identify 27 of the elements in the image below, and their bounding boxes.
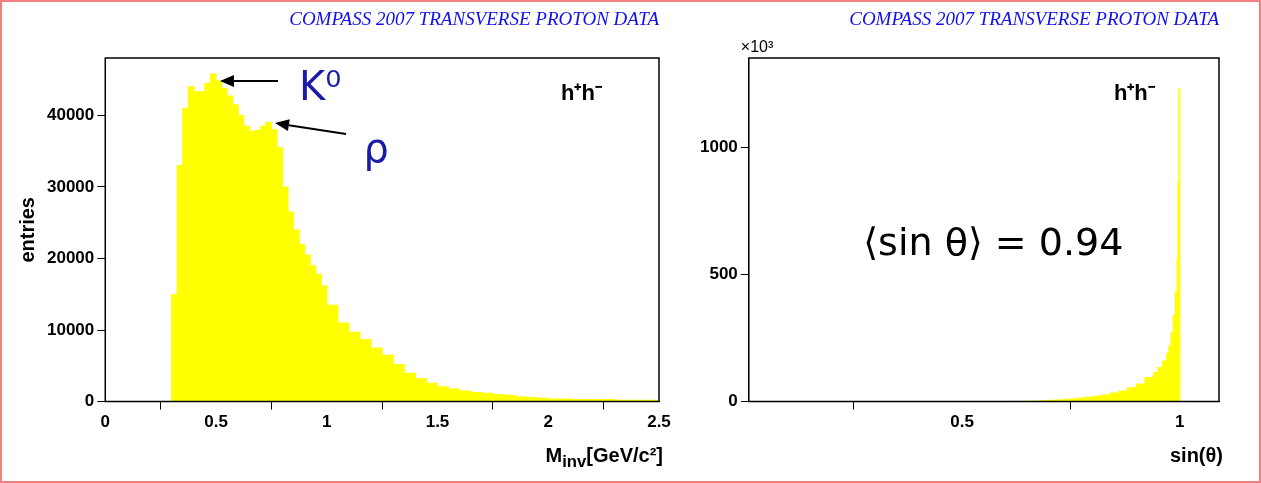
y-tick-label: 0 (84, 391, 95, 411)
x-tick-label: 1.5 (425, 412, 450, 432)
x-tick-label: 0 (100, 412, 111, 432)
annotation: h⁺h⁻ (1113, 80, 1156, 106)
x-axis-title: sin(θ) (1169, 444, 1223, 467)
y-tick-label: 40000 (46, 104, 95, 124)
annotation: ⟨sin θ⟩ = 0.94 (863, 219, 1124, 264)
x-tick-label: 0.5 (204, 412, 228, 432)
chart-title: COMPASS 2007 TRANSVERSE PROTON DATA (289, 8, 659, 30)
x-tick-label: 2 (543, 412, 553, 432)
y-tick-label: 1000 (699, 136, 738, 156)
y-axis-title: entries (15, 197, 38, 263)
x-tick-label: 1 (322, 412, 332, 432)
text: ×10³ (740, 38, 774, 55)
annotation: ρ (363, 125, 389, 172)
y-tick-label: 20000 (46, 248, 95, 268)
y-tick-label: 10000 (46, 319, 95, 339)
chart-title: COMPASS 2007 TRANSVERSE PROTON DATA (849, 8, 1219, 30)
y-tick-label: 30000 (46, 176, 95, 196)
x-tick-label: 0.5 (950, 412, 974, 432)
y-tick-label: 500 (709, 264, 738, 284)
x-axis-title: M$_{inv}$[GeV/c²] (545, 444, 663, 472)
annotation: h⁺h⁻ (561, 80, 603, 106)
y-tick-label: 0 (728, 391, 738, 411)
annotation: K⁰ (299, 62, 342, 109)
x-tick-label: 2.5 (647, 412, 671, 432)
x-tick-label: 1 (1175, 412, 1185, 432)
